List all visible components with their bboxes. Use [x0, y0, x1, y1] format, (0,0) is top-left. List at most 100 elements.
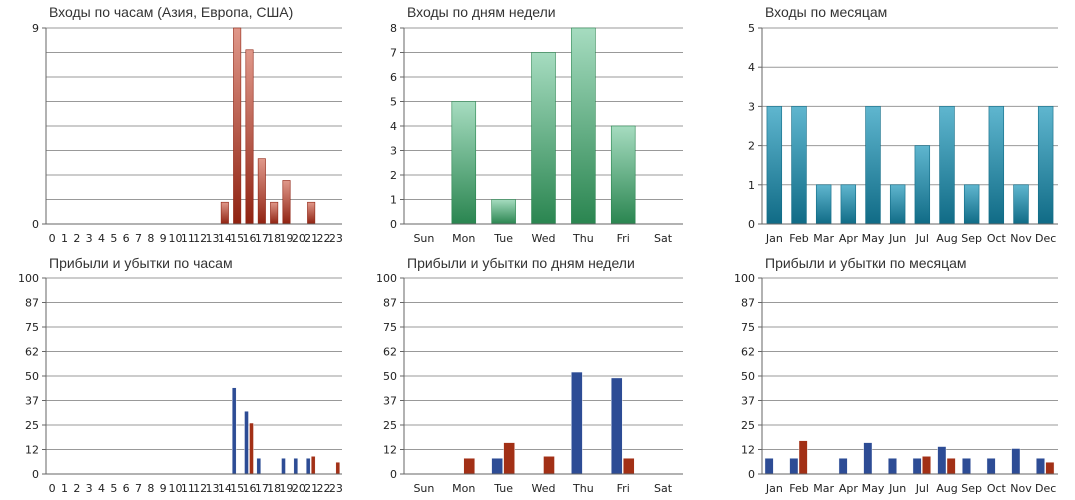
- x-tick-label: Apr: [839, 482, 859, 495]
- y-tick-label: 62: [25, 346, 39, 359]
- x-tick-label: Wed: [532, 482, 556, 495]
- x-tick-label: 5: [110, 482, 117, 495]
- x-tick-label: 9: [160, 232, 167, 245]
- x-tick-label: 14: [218, 482, 232, 495]
- x-tick-label: Tue: [493, 482, 513, 495]
- bar-blue: [863, 442, 873, 475]
- x-tick-label: Apr: [839, 232, 859, 245]
- x-tick-label: Mar: [813, 232, 834, 245]
- y-tick-label: 7: [390, 47, 397, 60]
- x-tick-label: Sep: [961, 482, 982, 495]
- x-tick-label: Aug: [936, 232, 957, 245]
- bar: [531, 52, 556, 225]
- bar-blue: [611, 377, 623, 475]
- x-tick-label: 11: [181, 232, 195, 245]
- bar: [865, 106, 881, 225]
- chart-weekday-entries: 0 1 2 3 4 5 6 7 8 Sun Mon Tue Wed Thu Fri Sat Входы по …: [390, 4, 689, 248]
- x-tick-label: May: [862, 482, 885, 495]
- x-tick-label: 18: [267, 232, 281, 245]
- x-tick-label: 8: [147, 232, 154, 245]
- chart-title: Прибыли и убытки по дням недели: [407, 255, 635, 271]
- x-tick-label: Wed: [532, 232, 556, 245]
- bar: [282, 180, 291, 225]
- x-tick-label: Sun: [413, 482, 434, 495]
- bar: [766, 106, 783, 225]
- y-tick-label: 87: [383, 297, 397, 310]
- bar-blue: [571, 371, 583, 475]
- y-tick-label: 62: [741, 346, 755, 359]
- x-tick-label: 7: [135, 482, 142, 495]
- y-tick-label: 37: [741, 395, 755, 408]
- bar-red: [922, 456, 931, 475]
- x-tick-label: 21: [304, 482, 318, 495]
- y-tick-label: 75: [383, 321, 397, 334]
- x-tick-label: 22: [317, 232, 331, 245]
- bar: [939, 106, 955, 225]
- y-tick-label: 37: [383, 395, 397, 408]
- x-tick-label: 22: [317, 482, 331, 495]
- x-tick-label: 7: [135, 232, 142, 245]
- y-tick-label: 9: [32, 22, 39, 35]
- y-tick-label: 1: [390, 194, 397, 207]
- x-tick-label: Thu: [572, 482, 594, 495]
- y-tick-label: 62: [383, 346, 397, 359]
- bar: [220, 201, 229, 225]
- y-tick-label: 50: [25, 370, 39, 383]
- y-tick-label: 50: [741, 370, 755, 383]
- x-tick-label: 19: [280, 482, 294, 495]
- x-tick-label: 20: [292, 232, 306, 245]
- bar-red: [1045, 462, 1055, 475]
- x-tick-label: 0: [49, 232, 56, 245]
- x-tick-label: 1: [61, 482, 68, 495]
- x-tick-label: 3: [86, 232, 93, 245]
- bar-blue: [1011, 448, 1021, 475]
- bar: [491, 199, 516, 225]
- bar-red: [503, 442, 515, 475]
- y-tick-label: 0: [390, 218, 397, 231]
- x-tick-label: 6: [123, 482, 130, 495]
- bar: [571, 27, 596, 225]
- x-tick-label: Jun: [888, 482, 906, 495]
- x-tick-label: Mar: [813, 482, 834, 495]
- chart-title: Прибыли и убытки по часам: [49, 255, 233, 271]
- x-tick-label: 2: [73, 232, 80, 245]
- y-tick-label: 3: [390, 145, 397, 158]
- bar-blue: [888, 458, 897, 475]
- bar: [791, 106, 807, 225]
- y-tick-label: 4: [390, 120, 397, 133]
- x-tick-label: Sep: [961, 232, 982, 245]
- x-tick-label: 4: [98, 232, 105, 245]
- chart-hours-entries: 0 9 0 1 2 3 4 5 6 7 8 9 10 11 12 13 14 15 16 17 18 19 20 21 22 23…: [32, 4, 346, 248]
- x-tick-label: 13: [206, 232, 220, 245]
- y-tick-label: 6: [390, 71, 397, 84]
- bar: [245, 49, 254, 225]
- bar-blue: [244, 411, 249, 475]
- x-tick-label: Sat: [654, 482, 673, 495]
- x-tick-label: Feb: [789, 232, 808, 245]
- chart-month-entries: 0 1 2 3 4 5 Jan Feb Mar Apr May Jun Jul Aug Sep Oct Nov D…: [748, 4, 1062, 248]
- bar-blue: [912, 458, 922, 475]
- x-tick-label: 9: [160, 482, 167, 495]
- x-tick-label: Mon: [452, 232, 475, 245]
- y-tick-label: 4: [748, 61, 755, 74]
- x-tick-label: 15: [230, 232, 244, 245]
- chart-title: Входы по месяцам: [765, 4, 888, 20]
- x-tick-label: 2: [73, 482, 80, 495]
- x-tick-label: 11: [181, 482, 195, 495]
- bar: [815, 184, 832, 225]
- bar: [1037, 106, 1054, 225]
- x-tick-label: Jan: [765, 232, 783, 245]
- x-tick-label: Sun: [413, 232, 434, 245]
- y-tick-label: 0: [32, 468, 39, 481]
- x-tick-label: 14: [218, 232, 232, 245]
- bar: [840, 184, 857, 225]
- x-tick-label: Nov: [1010, 232, 1032, 245]
- bar-red: [946, 458, 956, 475]
- y-tick-label: 5: [390, 96, 397, 109]
- bar: [1013, 184, 1029, 225]
- chart-title: Входы по дням недели: [407, 4, 556, 20]
- y-tick-label: 100: [376, 272, 397, 285]
- x-tick-label: 6: [123, 232, 130, 245]
- x-tick-label: 17: [255, 482, 269, 495]
